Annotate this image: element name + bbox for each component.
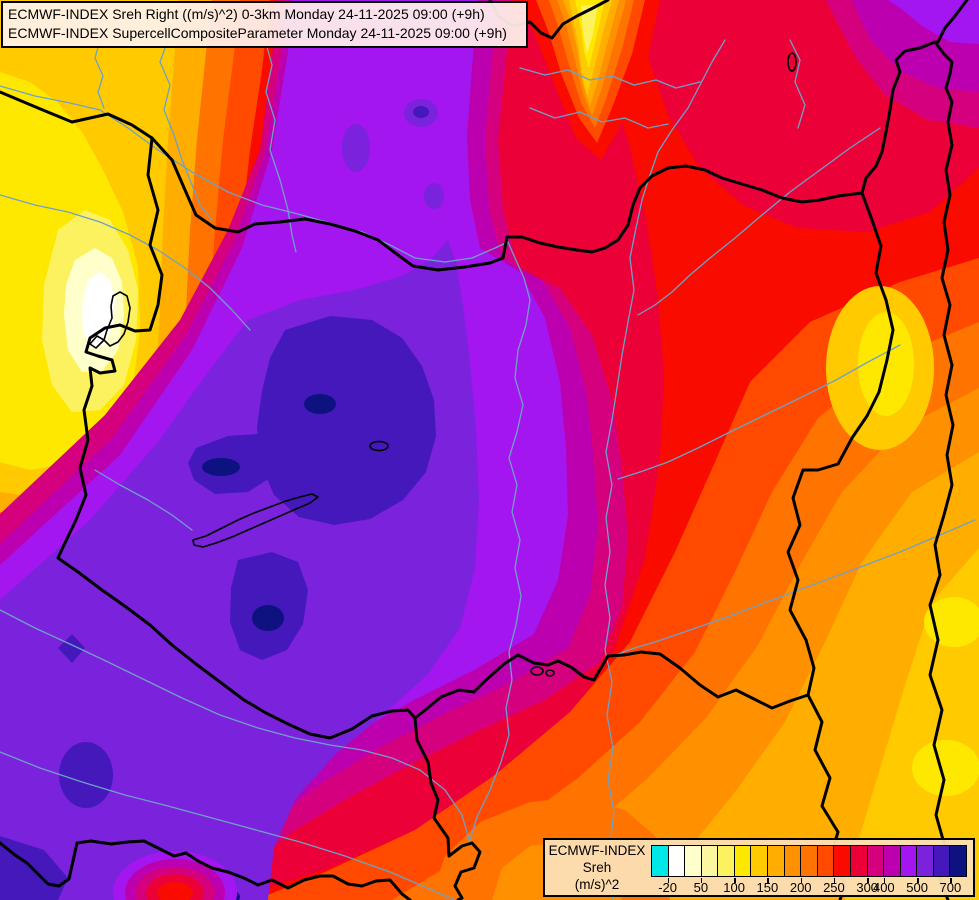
river-drava <box>0 609 471 844</box>
legend-swatch <box>883 845 901 877</box>
contour-band <box>59 742 113 808</box>
legend-tick-mark <box>800 878 803 883</box>
river-line <box>615 519 976 656</box>
legend-swatch <box>767 845 785 877</box>
legend-title: ECMWF-INDEX Sreh (m/s)^2 <box>545 842 649 893</box>
legend-parameter-label: Sreh <box>582 860 612 875</box>
title-line-2: ECMWF-INDEX SupercellCompositeParameter … <box>8 25 507 41</box>
border-line <box>860 40 937 195</box>
contour-band <box>912 740 979 796</box>
legend-tick-mark <box>950 878 952 883</box>
legend-product-label: ECMWF-INDEX <box>548 843 646 858</box>
river-line <box>159 39 213 221</box>
legend-swatch <box>816 845 835 877</box>
legend-box: ECMWF-INDEX Sreh (m/s)^2 -20 50 100 150 200 2… <box>543 838 975 897</box>
legend-swatch <box>733 845 752 877</box>
map-title-box: ECMWF-INDEX Sreh Right ((m/s)^2) 0-3km M… <box>1 1 528 48</box>
legend-swatch <box>932 845 951 877</box>
border-line <box>786 191 895 900</box>
legend-tick-mark <box>667 878 670 883</box>
legend-tick-label: 150 <box>756 880 779 895</box>
legend-tick-label: 500 <box>906 880 928 895</box>
legend-tick-mark <box>700 878 703 883</box>
legend-colorbar <box>651 845 967 877</box>
legend-tick-label: 50 <box>693 880 709 895</box>
legend-swatch <box>667 845 686 877</box>
contour-band <box>581 4 598 54</box>
river-line <box>0 194 251 331</box>
border-line <box>0 839 412 900</box>
lake-outline <box>545 669 555 677</box>
legend-tick-mark <box>917 878 919 883</box>
contour-band <box>342 124 370 172</box>
legend-swatch <box>866 845 885 877</box>
legend-swatch <box>684 845 702 877</box>
lakes <box>89 52 797 677</box>
river-line <box>94 39 105 109</box>
contour-band <box>252 605 284 631</box>
legend-tick-label: 700 <box>939 880 962 895</box>
border-line <box>928 0 969 900</box>
contour-band <box>424 183 444 209</box>
legend-tick-mark <box>867 878 869 883</box>
legend-units-label: (m/s)^2 <box>574 877 620 892</box>
legend-swatch <box>651 845 669 877</box>
contour-band <box>202 458 240 476</box>
legend-tick-label: 250 <box>823 880 845 895</box>
lake-outline <box>530 666 544 676</box>
legend-tick-label: 400 <box>872 880 895 895</box>
contour-band <box>257 316 436 525</box>
river-line <box>637 127 881 316</box>
border-line <box>150 136 864 272</box>
river-line <box>789 39 806 129</box>
border-line <box>413 716 482 900</box>
lake-outline <box>787 52 797 72</box>
legend-tick-label: 300 <box>856 880 879 895</box>
lake-balaton <box>192 493 319 548</box>
legend-tick-mark <box>767 878 769 883</box>
contour-band <box>888 0 979 44</box>
legend-swatch <box>717 845 735 877</box>
river-sava <box>0 751 456 900</box>
legend-tick-label: 200 <box>789 880 812 895</box>
title-line-1: ECMWF-INDEX Sreh Right ((m/s)^2) 0-3km M… <box>8 6 485 22</box>
legend-labels: -20 50 100 150 200 250 300 400 500 700 <box>651 880 967 895</box>
river-line <box>529 107 669 129</box>
lake-velence <box>369 440 389 452</box>
legend-tick-mark <box>734 878 736 883</box>
contour-band <box>304 394 336 414</box>
legend-ticks <box>651 878 967 883</box>
river-line <box>617 344 901 480</box>
contour-band <box>413 106 429 118</box>
legend-swatch <box>800 845 818 877</box>
contour-band <box>157 882 193 900</box>
legend-swatch <box>700 845 719 877</box>
border-line <box>0 90 810 740</box>
river-line <box>94 469 193 531</box>
legend-swatch <box>783 845 802 877</box>
legend-swatch <box>899 845 918 877</box>
river-line <box>264 39 297 253</box>
legend-swatch <box>750 845 769 877</box>
legend-tick-label: 100 <box>723 880 746 895</box>
legend-swatch <box>916 845 934 877</box>
river-line <box>519 67 701 89</box>
lake-ferto <box>89 291 131 349</box>
legend-tick-label: -20 <box>658 880 678 895</box>
legend-swatch <box>849 845 868 877</box>
legend-tick-mark <box>833 878 836 883</box>
legend-tick-mark <box>883 878 886 883</box>
legend-swatch <box>833 845 851 877</box>
legend-swatch <box>949 845 967 877</box>
river-tisza <box>604 39 726 900</box>
